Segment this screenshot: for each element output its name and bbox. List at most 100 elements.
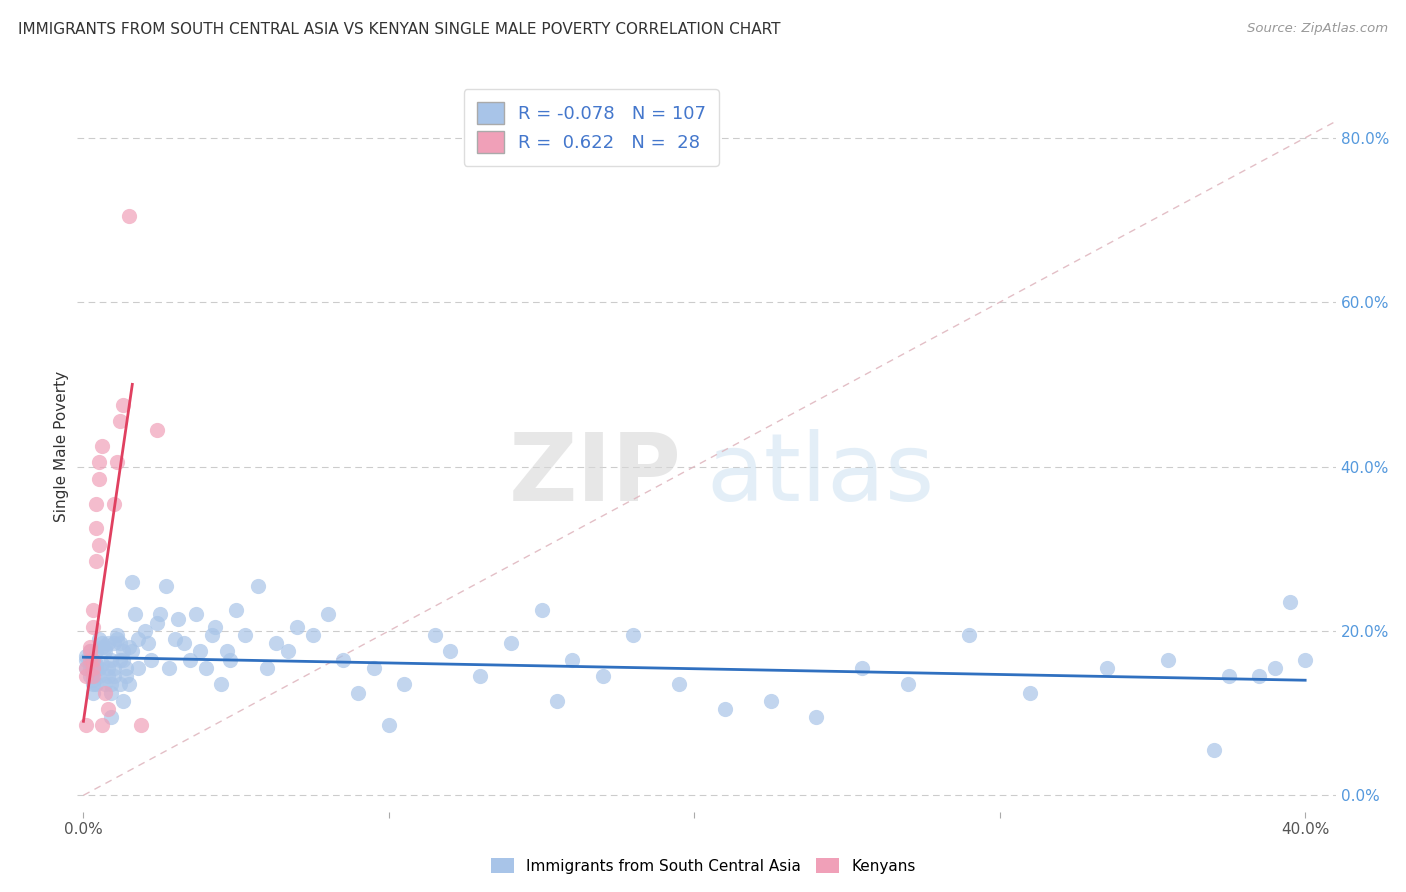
Point [897,677,920,691]
Text: ZIP: ZIP [509,429,682,521]
Point [112,653,135,667]
Point [112,694,135,708]
Point [179,653,201,667]
Text: IMMIGRANTS FROM SOUTH CENTRAL ASIA VS KENYAN SINGLE MALE POVERTY CORRELATION CHA: IMMIGRANTS FROM SOUTH CENTRAL ASIA VS KE… [18,22,780,37]
Point [155,579,177,593]
Point [87,472,110,486]
Point [100,677,122,691]
Point [87,455,110,469]
Point [115,661,138,675]
Point [87,632,110,647]
Point [97,669,120,683]
Point [79,669,101,683]
Point [97,636,120,650]
Point [668,677,690,691]
Point [194,661,217,675]
Point [82,677,104,691]
Point [100,710,122,724]
Point [87,661,110,675]
Point [316,607,339,622]
Point [219,653,242,667]
Point [79,653,101,667]
Point [79,644,101,658]
Point [76,648,98,663]
Point [1157,653,1180,667]
Point [188,644,211,658]
Point [264,636,287,650]
Point [118,640,141,655]
Point [105,455,128,469]
Point [233,628,256,642]
Point [131,718,153,732]
Point [84,554,107,568]
Point [76,669,98,683]
Point [115,669,138,683]
Point [84,521,107,535]
Legend: R = -0.078   N = 107, R =  0.622   N =  28: R = -0.078 N = 107, R = 0.622 N = 28 [464,89,718,166]
Point [714,702,737,716]
Point [392,677,415,691]
Point [118,677,141,691]
Point [127,661,149,675]
Point [108,414,131,428]
Point [186,607,208,622]
Point [256,661,278,675]
Point [165,632,187,647]
Point [561,653,583,667]
Point [82,673,104,688]
Point [173,636,195,650]
Point [209,677,232,691]
Point [108,653,131,667]
Point [301,628,323,642]
Point [225,603,247,617]
Point [90,718,112,732]
Point [87,669,110,683]
Point [108,677,131,691]
Point [103,669,125,683]
Point [759,694,782,708]
Point [157,661,180,675]
Point [84,661,107,675]
Point [145,615,167,630]
Point [592,669,614,683]
Text: atlas: atlas [707,429,935,521]
Point [90,636,112,650]
Point [97,661,120,675]
Point [82,685,104,699]
Point [136,636,159,650]
Point [806,710,828,724]
Point [118,209,141,223]
Point [215,644,238,658]
Point [82,653,104,667]
Point [1278,595,1301,609]
Point [1202,743,1225,757]
Point [94,640,117,655]
Point [82,661,104,675]
Point [76,661,98,675]
Point [82,620,104,634]
Point [79,644,101,658]
Point [112,398,135,412]
Point [439,644,461,658]
Point [90,657,112,671]
Point [121,644,143,658]
Point [84,644,107,658]
Point [79,657,101,671]
Point [90,640,112,655]
Point [82,603,104,617]
Text: Source: ZipAtlas.com: Source: ZipAtlas.com [1247,22,1388,36]
Point [149,607,172,622]
Point [1019,685,1042,699]
Point [76,661,98,675]
Point [1095,661,1118,675]
Point [103,496,125,510]
Point [546,694,568,708]
Point [105,632,128,647]
Point [285,620,308,634]
Point [108,636,131,650]
Point [79,640,101,655]
Point [94,644,117,658]
Point [105,628,128,642]
Point [76,718,98,732]
Point [378,718,401,732]
